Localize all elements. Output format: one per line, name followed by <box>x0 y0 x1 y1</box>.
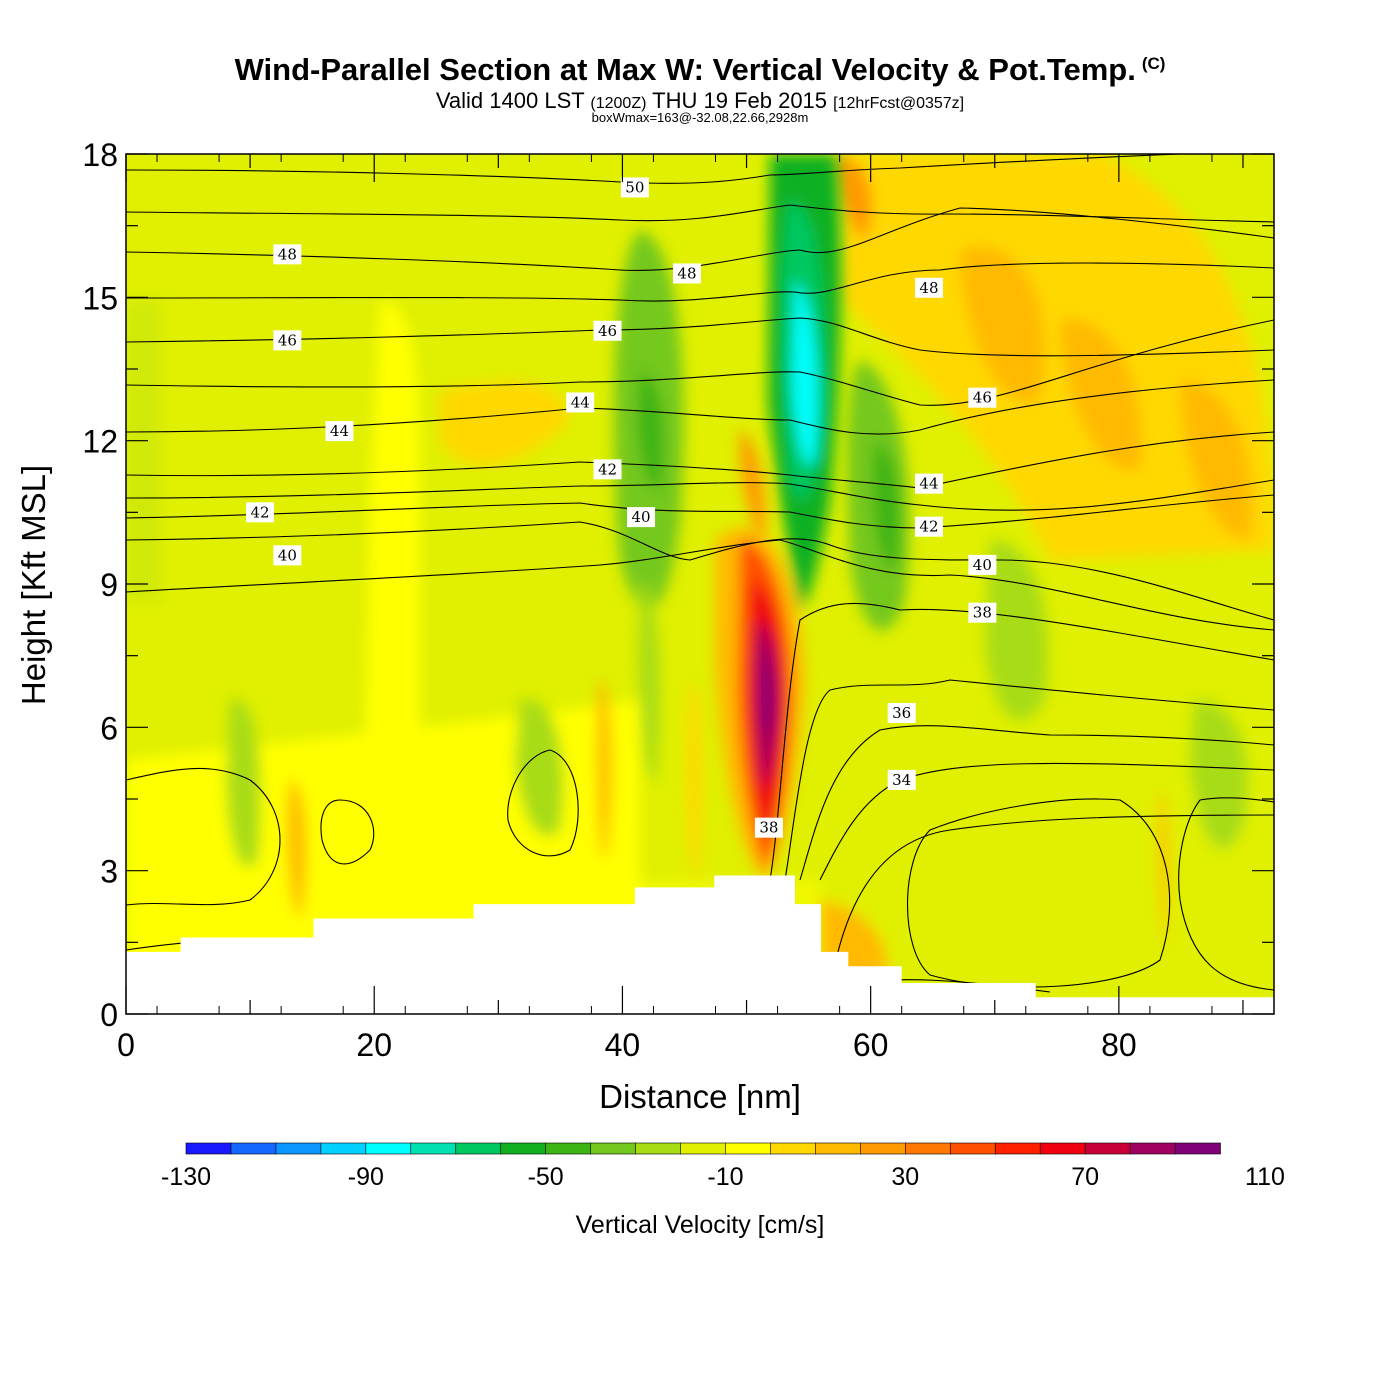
x-tick-label: 60 <box>853 1027 889 1063</box>
y-tick-label: 0 <box>100 997 118 1033</box>
theta-contour-label: 46 <box>273 330 302 351</box>
theta-contour-label-text: 44 <box>571 393 590 411</box>
colorbar-tick-label: 70 <box>1071 1163 1099 1191</box>
colorbar-swatch <box>994 1142 1041 1155</box>
chart-title: Wind-Parallel Section at Max W: Vertical… <box>234 52 1166 87</box>
colorbar-labels: -130 -90 -50 -10 30 70 110 <box>161 1163 1285 1191</box>
theta-contour-label-text: 46 <box>278 331 297 349</box>
theta-contour-label-text: 46 <box>973 389 992 407</box>
chart-subtitle-2: boxWmax=163@-32.08,22.66,2928m <box>591 110 809 125</box>
theta-contour-label: 40 <box>627 507 656 528</box>
colorbar-swatch <box>949 1142 997 1155</box>
theta-contour-label: 42 <box>246 502 275 523</box>
colorbar-swatch <box>680 1142 727 1155</box>
theta-contour-label-text: 34 <box>892 771 911 789</box>
theta-contour-label: 42 <box>914 516 943 537</box>
theta-contour-label: 46 <box>593 320 622 341</box>
colorbar-swatch <box>770 1142 817 1155</box>
theta-contour-label-text: 48 <box>278 245 297 263</box>
theta-contour-label-text: 42 <box>919 518 938 536</box>
colorbar-swatch <box>860 1142 907 1155</box>
theta-contour-label-text: 42 <box>598 460 617 478</box>
y-tick-label: 15 <box>82 280 118 316</box>
colorbar-swatch <box>320 1142 367 1155</box>
terrain <box>126 875 1274 1014</box>
theta-contour-label: 40 <box>968 554 997 575</box>
colorbar-tick-label: -10 <box>707 1163 743 1191</box>
y-tick-label: 3 <box>100 854 118 890</box>
theta-contour-label-text: 46 <box>598 322 617 340</box>
colorbar <box>185 1142 1221 1155</box>
theta-contour-label: 48 <box>273 244 302 265</box>
colorbar-swatch <box>815 1142 862 1155</box>
theta-contour-label-text: 42 <box>250 503 269 521</box>
theta-contour-label-text: 36 <box>892 704 911 722</box>
theta-contour-label-text: 40 <box>632 508 651 526</box>
colorbar-swatch <box>185 1142 232 1155</box>
theta-contour-label: 48 <box>914 277 943 298</box>
theta-contour-label: 38 <box>968 602 997 623</box>
theta-contour-label: 42 <box>593 459 622 480</box>
theta-contour-label-text: 38 <box>759 819 778 837</box>
theta-contour-label: 50 <box>620 177 649 198</box>
theta-contours <box>126 154 1274 1001</box>
theta-contour-label: 44 <box>566 392 595 413</box>
y-tick-label: 9 <box>100 567 118 603</box>
colorbar-swatch <box>590 1142 637 1155</box>
colorbar-swatch <box>275 1142 322 1155</box>
theta-contour-label: 36 <box>887 703 916 723</box>
colorbar-swatch <box>1039 1142 1086 1155</box>
theta-contour-label: 34 <box>887 769 916 790</box>
colorbar-swatch <box>725 1142 772 1155</box>
theta-contour-label: 46 <box>968 387 997 408</box>
x-tick-label: 20 <box>356 1027 392 1063</box>
theta-contour-label-text: 48 <box>677 264 696 282</box>
theta-contour-label-text: 44 <box>919 475 938 493</box>
theta-contour-label-text: 38 <box>973 604 992 622</box>
axis-ticks <box>125 153 1275 1015</box>
colorbar-tick-label: 30 <box>891 1163 919 1191</box>
theta-contour-label: 40 <box>273 545 302 566</box>
theta-contour-label-text: 40 <box>278 546 297 564</box>
theta-contour-label: 44 <box>914 473 943 494</box>
theta-contour-label-text: 44 <box>330 422 349 440</box>
colorbar-tick-label: -130 <box>161 1163 211 1191</box>
colorbar-swatch <box>905 1142 952 1155</box>
colorbar-swatch <box>365 1142 412 1155</box>
theta-contour-label-text: 48 <box>919 279 938 297</box>
y-tick-labels: 0 3 6 9 12 15 18 <box>82 137 118 1033</box>
chart-subtitle: Valid 1400 LST (1200Z) THU 19 Feb 2015 [… <box>435 88 965 113</box>
colorbar-swatch <box>545 1142 592 1155</box>
colorbar-title: Vertical Velocity [cm/s] <box>576 1211 825 1239</box>
theta-contour-label: 38 <box>754 817 783 838</box>
contour-labels: 34 36 38 38 40 40 40 42 42 42 44 44 44 46 46 46 48 48 48 50 <box>246 177 997 838</box>
colorbar-swatch <box>635 1142 682 1155</box>
x-tick-label: 80 <box>1101 1027 1137 1063</box>
theta-contour-label: 44 <box>325 421 354 442</box>
colorbar-swatch <box>230 1142 277 1155</box>
y-tick-label: 12 <box>82 424 118 460</box>
y-tick-label: 6 <box>100 710 118 746</box>
colorbar-swatch <box>1174 1142 1221 1155</box>
colorbar-swatch <box>1129 1142 1176 1155</box>
colorbar-swatch <box>410 1142 457 1155</box>
colorbar-tick-label: 110 <box>1245 1163 1285 1191</box>
x-tick-label: 40 <box>605 1027 641 1063</box>
theta-contour-label-text: 40 <box>973 556 992 574</box>
x-tick-labels: 0 20 40 60 80 <box>117 1027 1137 1063</box>
x-tick-label: 0 <box>117 1027 135 1063</box>
x-axis-title: Distance [nm] <box>599 1078 801 1115</box>
colorbar-tick-label: -50 <box>528 1163 564 1191</box>
colorbar-tick-label: -90 <box>348 1163 384 1191</box>
theta-contour-label-text: 50 <box>625 178 644 196</box>
y-tick-label: 18 <box>82 137 118 173</box>
theta-contour-label: 48 <box>672 263 701 284</box>
colorbar-swatch <box>455 1142 502 1155</box>
copyright-mark: (C) <box>1141 53 1166 73</box>
colorbar-swatch <box>1084 1142 1131 1155</box>
y-axis-title: Height [Kft MSL] <box>15 465 52 705</box>
colorbar-swatch <box>500 1142 547 1155</box>
